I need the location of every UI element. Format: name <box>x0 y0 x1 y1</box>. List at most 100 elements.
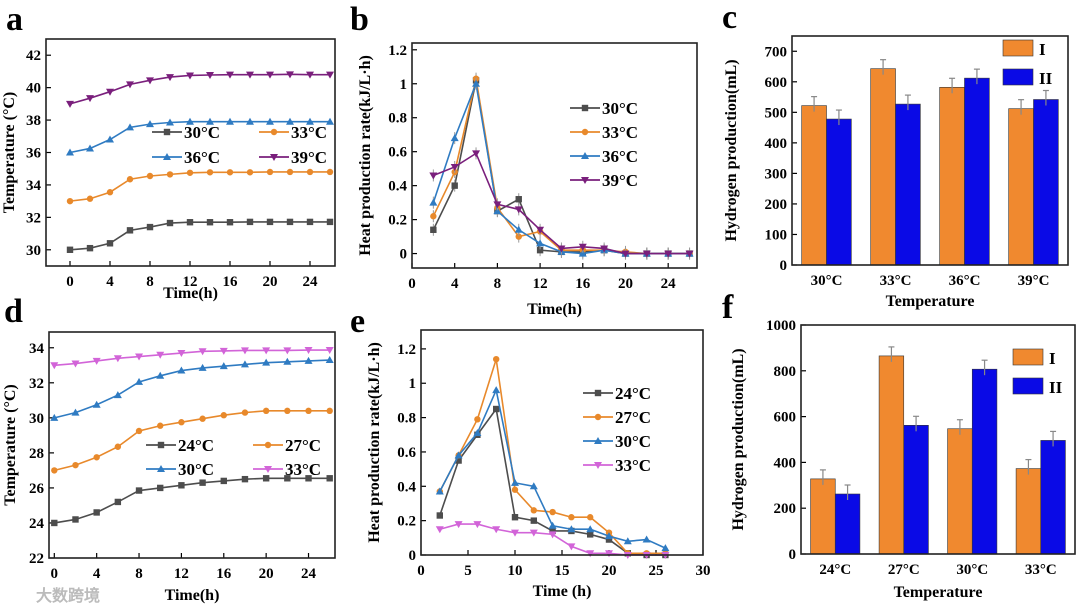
data-point <box>86 195 94 202</box>
data-point <box>578 249 587 257</box>
y-tick-label: 0.8 <box>397 411 416 427</box>
data-point <box>529 482 538 490</box>
data-point <box>71 360 80 368</box>
y-tick-label: 0.4 <box>388 179 407 195</box>
data-point <box>93 509 100 516</box>
x-tick-label: 8 <box>494 276 502 292</box>
data-point <box>530 507 537 514</box>
data-point <box>92 357 101 365</box>
data-point <box>240 360 249 368</box>
data-point <box>435 487 444 495</box>
data-point <box>266 71 274 79</box>
data-point <box>514 206 523 214</box>
data-point <box>661 544 670 552</box>
y-axis-label: Temperature (°C) <box>2 384 19 505</box>
data-point <box>474 416 481 423</box>
panel-letter: a <box>6 1 23 38</box>
panel-letter: d <box>4 293 23 330</box>
y-axis-label: Hydrogen production(mL) <box>730 348 747 530</box>
data-point <box>66 100 74 108</box>
bar-I <box>1008 108 1034 266</box>
x-tick-label: 0 <box>51 566 59 582</box>
x-axis-label: Time(h) <box>527 301 582 318</box>
x-axis-label: Time(h) <box>163 285 218 302</box>
series-30°C <box>435 386 670 552</box>
data-point <box>304 356 313 364</box>
legend-label: 24°C <box>178 436 214 455</box>
data-point <box>186 72 194 80</box>
legend-label: I <box>1039 40 1046 59</box>
panel-letter: b <box>350 1 369 38</box>
bar-II <box>834 493 861 555</box>
y-tick-label: 600 <box>765 75 788 91</box>
data-point <box>511 529 519 537</box>
data-point <box>86 244 94 252</box>
data-point <box>86 144 94 152</box>
legend-swatch <box>1012 348 1044 366</box>
x-tick-label: 27°C <box>888 562 920 578</box>
data-point <box>493 207 502 215</box>
data-point <box>429 198 438 206</box>
data-point <box>262 407 270 415</box>
data-point <box>664 250 673 258</box>
x-tick-label: 8 <box>146 274 154 290</box>
data-point <box>326 168 334 176</box>
y-axis-label: Temperature (°C) <box>1 92 18 213</box>
data-point <box>146 172 154 180</box>
data-point <box>557 245 566 253</box>
legend-marker <box>594 389 602 397</box>
legend-label: 30°C <box>184 123 220 142</box>
data-point <box>92 400 101 408</box>
y-tick-label: 30 <box>29 411 44 427</box>
data-point <box>113 391 122 399</box>
panel-d: d 22 24 26 28 30 32 34 Temperature (°C) Time(h) 0 4… <box>2 293 336 604</box>
data-point <box>450 134 459 142</box>
series-line <box>432 80 690 255</box>
x-tick-label: 16 <box>216 566 232 582</box>
y-axis-label: Hydrogen production(mL) <box>723 59 740 241</box>
legend-label: 33°C <box>291 123 327 142</box>
data-point <box>166 118 174 126</box>
series-line <box>54 410 330 472</box>
data-point <box>306 218 314 226</box>
y-axis-label: Heat production rate(kJ/L·h) <box>357 55 374 256</box>
legend-marker <box>581 104 589 112</box>
series-line <box>54 477 330 524</box>
data-point <box>156 351 165 359</box>
legend-marker <box>264 466 272 473</box>
data-point <box>548 521 557 529</box>
data-point <box>283 357 292 365</box>
series-line <box>69 120 330 154</box>
legend-marker <box>594 462 602 469</box>
data-point <box>549 508 556 516</box>
data-point <box>326 475 333 482</box>
y-tick-label: 34 <box>29 341 45 357</box>
x-tick-label: 12 <box>183 274 198 290</box>
data-point <box>156 371 165 379</box>
data-point <box>304 347 313 355</box>
data-point <box>455 457 462 464</box>
series-39°C <box>429 147 694 260</box>
x-tick-label: 24 <box>661 276 677 292</box>
y-tick-label: 400 <box>765 136 788 152</box>
data-point <box>50 413 59 421</box>
data-point <box>685 250 694 258</box>
x-axis-label: Temperature <box>886 293 975 310</box>
legend-label: I <box>1049 349 1056 368</box>
bar-II <box>826 118 852 266</box>
legend-swatch <box>1002 68 1034 86</box>
series-33°C <box>66 168 334 205</box>
bar-II <box>1040 440 1066 555</box>
data-point <box>226 117 234 125</box>
y-tick-label: 26 <box>29 481 45 497</box>
data-point <box>198 363 207 371</box>
x-tick-label: 4 <box>106 274 114 290</box>
y-tick-label: 24 <box>29 516 45 532</box>
y-tick-label: 0.4 <box>397 479 416 495</box>
y-tick-label: 0 <box>400 247 408 263</box>
x-tick-label: 4 <box>93 566 101 582</box>
data-point <box>66 246 74 253</box>
data-point <box>605 532 613 540</box>
data-point <box>492 386 501 394</box>
data-point <box>536 226 545 234</box>
